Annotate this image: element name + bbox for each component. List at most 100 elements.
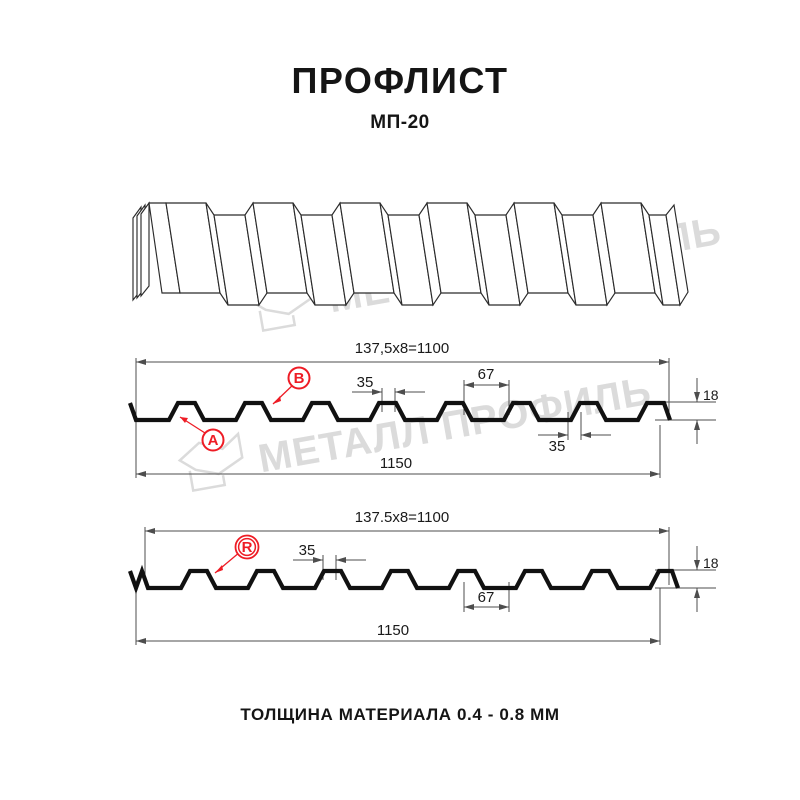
arrow-top-right-2 [659, 528, 669, 534]
height-dimension-group-2 [655, 546, 716, 612]
cross-section-2: 137.5x8=1100 1150 [128, 509, 719, 645]
height-dimension-label-1: 18 [703, 387, 719, 403]
arrow-bottom-left-2 [136, 638, 146, 644]
sheet-edge-layer-1 [132, 205, 142, 302]
iso-rib-fall-2 [292, 202, 316, 306]
top-dimension-group-2 [144, 527, 670, 585]
callout-r-label: R [242, 539, 253, 556]
top-dimension-label-2: 137.5x8=1100 [355, 509, 449, 526]
callout-r-leader [214, 551, 241, 574]
peak-width-label-2: 35 [299, 542, 316, 559]
iso-rib-face-6 [592, 201, 616, 307]
arrow-bottom-right-1 [650, 471, 660, 477]
iso-valley-5 [561, 214, 608, 306]
page-header: ПРОФЛИСТ МП-20 [0, 62, 800, 134]
callout-r-arrow [215, 565, 223, 573]
arrow-top-right-1 [659, 359, 669, 365]
callout-b-arrow [273, 396, 281, 404]
callout-b-leader [272, 382, 296, 405]
page-subtitle: МП-20 [370, 111, 430, 133]
height-arrow-top-2 [694, 560, 700, 570]
iso-rib-face-3 [331, 201, 355, 307]
watermark-logo-tail-icon [258, 310, 297, 333]
watermark-logo-icon [177, 431, 244, 476]
iso-rib-top-5 [513, 202, 569, 294]
watermark-logo-tail-icon [188, 470, 227, 493]
iso-valley-3 [387, 214, 434, 306]
sheet-edge-layer-2 [136, 203, 146, 300]
cross-section-1: 137,5x8=1100 1150 [128, 340, 719, 478]
page-footer: ТОЛЩИНА МАТЕРИАЛА 0.4 - 0.8 ММ [0, 705, 800, 725]
iso-valley-4 [474, 214, 521, 306]
callout-b-label: B [294, 370, 305, 387]
iso-rib-face-1 [148, 202, 181, 294]
vw-arrow-left-2 [464, 604, 474, 610]
height-dimension-label-2: 18 [703, 555, 719, 571]
iso-valley-2 [300, 214, 347, 306]
peak-width-group-2 [293, 555, 366, 580]
iso-rib-face-5 [505, 201, 529, 307]
callout-r-circle-outer [234, 534, 260, 560]
vw-arrow-right-1 [499, 382, 509, 388]
material-thickness-text: ТОЛЩИНА МАТЕРИАЛА 0.4 - 0.8 ММ [240, 705, 560, 724]
iso-rib-top-3 [339, 202, 395, 294]
iso-rib-face-4 [418, 201, 442, 307]
valley-width-group-2 [463, 582, 510, 612]
iso-rib-fall-6 [640, 202, 664, 306]
valley-width-label-1: 67 [478, 366, 495, 383]
bottom-dimension-group-1 [135, 420, 661, 478]
iso-valley-6 [648, 214, 681, 306]
arrow-top-left-2 [145, 528, 155, 534]
iso-rib-top-2 [252, 202, 308, 294]
iso-rib-face-7 [665, 203, 689, 307]
pw-arrow-left-1 [372, 389, 382, 395]
pwl-arrow-left-1 [558, 432, 568, 438]
pwl-arrow-right-1 [581, 432, 591, 438]
isometric-profile-view [132, 201, 689, 307]
arrow-bottom-right-2 [650, 638, 660, 644]
callout-a-label: A [208, 432, 219, 449]
callout-b-circle [287, 366, 311, 390]
pw-arrow-right-2 [336, 557, 346, 563]
iso-valley-1 [213, 214, 260, 306]
height-arrow-top-1 [694, 392, 700, 402]
callout-a-leader [179, 416, 206, 434]
height-arrow-bottom-1 [694, 420, 700, 430]
callout-a-arrow [180, 417, 188, 423]
height-arrow-bottom-2 [694, 588, 700, 598]
iso-rib-top-1 [165, 202, 221, 294]
watermark-text: МЕТАЛЛ ПРОФИЛЬ [325, 209, 725, 321]
page-title: ПРОФЛИСТ [291, 60, 509, 101]
valley-width-group-1 [463, 380, 510, 415]
callout-b: B [272, 366, 311, 405]
valley-width-label-2: 67 [478, 589, 495, 606]
top-dimension-group-1 [135, 358, 670, 418]
watermark-instance-top: МЕТАЛЛ ПРОФИЛЬ [247, 209, 725, 333]
iso-rib-fall-5 [553, 202, 577, 306]
iso-rib-fall-1 [205, 202, 229, 306]
bottom-dimension-label-1: 1150 [380, 455, 412, 472]
callout-r: R [214, 534, 260, 574]
profile-polyline-1 [128, 400, 672, 423]
top-dimension-label-1: 137,5x8=1100 [355, 340, 449, 357]
callout-r-circle-inner [237, 537, 257, 557]
peak-width-label-top-1: 35 [357, 374, 374, 391]
iso-rib-fall-3 [379, 202, 403, 306]
watermark-text: МЕТАЛЛ ПРОФИЛЬ [255, 369, 655, 481]
arrow-top-left-1 [136, 359, 146, 365]
iso-rib-top-6 [600, 202, 656, 294]
vw-arrow-right-2 [499, 604, 509, 610]
iso-rib-top-4 [426, 202, 482, 294]
arrow-bottom-left-1 [136, 471, 146, 477]
callout-a: A [179, 416, 225, 452]
height-dimension-group-1 [655, 378, 716, 444]
peak-width-group-1 [352, 388, 425, 412]
peak-width-label-bottom-1: 35 [549, 438, 566, 455]
watermark-instance-middle: МЕТАЛЛ ПРОФИЛЬ [177, 369, 655, 493]
vw-arrow-left-1 [464, 382, 474, 388]
profile-polyline-2 [128, 564, 680, 595]
bottom-dimension-label-2: 1150 [377, 622, 409, 639]
peak-width-lower-group-1 [538, 412, 611, 440]
watermark-logo-icon [247, 271, 314, 316]
